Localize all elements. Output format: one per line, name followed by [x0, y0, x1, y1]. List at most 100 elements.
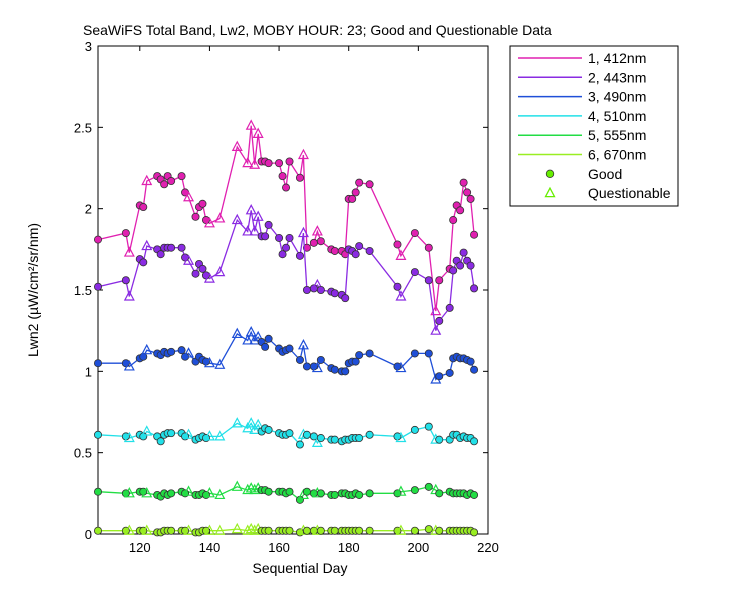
- series-3: [94, 326, 479, 384]
- good-marker: [424, 349, 433, 358]
- questionable-marker: [231, 417, 243, 428]
- good-marker: [355, 178, 364, 187]
- good-marker: [275, 233, 284, 242]
- good-marker: [177, 172, 186, 181]
- series-6: [94, 522, 479, 537]
- questionable-marker: [183, 190, 195, 202]
- good-marker: [435, 489, 444, 498]
- questionable-marker: [297, 226, 309, 238]
- good-marker: [295, 355, 304, 364]
- questionable-marker: [123, 524, 135, 535]
- questionable-marker: [395, 524, 407, 535]
- questionable-marker: [203, 487, 215, 498]
- good-marker: [435, 316, 444, 325]
- x-tick-label: 160: [268, 540, 290, 555]
- good-marker: [456, 261, 465, 270]
- good-marker: [264, 334, 273, 343]
- good-marker: [295, 251, 304, 260]
- good-marker: [355, 490, 364, 499]
- questionable-marker: [242, 334, 254, 345]
- good-marker: [470, 437, 479, 446]
- questionable-marker: [141, 239, 153, 251]
- questionable-marker: [249, 423, 261, 434]
- questionable-marker: [252, 418, 264, 430]
- good-marker: [410, 526, 419, 535]
- good-marker: [330, 526, 339, 535]
- good-marker: [264, 220, 273, 229]
- good-marker: [355, 351, 364, 360]
- legend-box: [509, 45, 679, 207]
- good-marker: [410, 486, 419, 495]
- questionable-marker: [249, 225, 261, 236]
- good-marker: [463, 188, 472, 197]
- good-marker: [355, 242, 364, 251]
- good-marker: [121, 276, 130, 285]
- questionable-marker: [395, 361, 407, 373]
- questionable-marker: [123, 246, 135, 257]
- good-marker: [295, 173, 304, 182]
- good-marker: [94, 282, 103, 291]
- legend-entry-label: 3, 490nm: [588, 89, 646, 105]
- good-marker: [470, 365, 479, 374]
- questionable-marker: [183, 428, 195, 439]
- good-marker: [156, 250, 165, 259]
- questionable-marker: [311, 361, 323, 373]
- good-marker: [348, 194, 357, 203]
- good-marker: [445, 368, 454, 377]
- good-marker: [191, 212, 200, 221]
- x-tick-label: 140: [199, 540, 221, 555]
- good-marker: [316, 355, 325, 364]
- good-marker: [355, 526, 364, 535]
- legend-entry-label: 2, 443nm: [588, 69, 646, 85]
- good-marker: [302, 243, 311, 252]
- legend-questionable-label: Questionable: [588, 185, 671, 201]
- questionable-marker: [242, 421, 254, 433]
- good-marker: [94, 430, 103, 439]
- good-marker: [445, 303, 454, 312]
- x-tick-label: 220: [477, 540, 499, 555]
- good-marker: [424, 525, 433, 534]
- good-marker: [393, 240, 402, 249]
- good-marker: [167, 177, 176, 186]
- good-marker: [365, 180, 374, 189]
- good-marker: [264, 487, 273, 496]
- questionable-marker: [183, 524, 195, 535]
- good-marker: [302, 285, 311, 294]
- series-4: [94, 417, 479, 449]
- questionable-marker: [203, 524, 215, 535]
- good-marker: [309, 238, 318, 247]
- good-marker: [285, 429, 294, 438]
- good-marker: [355, 434, 364, 443]
- good-marker: [470, 528, 479, 537]
- good-marker: [466, 357, 475, 366]
- good-marker: [410, 229, 419, 238]
- questionable-marker: [123, 487, 135, 498]
- good-marker: [282, 243, 291, 252]
- good-marker: [285, 233, 294, 242]
- good-marker: [167, 489, 176, 498]
- questionable-marker: [245, 119, 257, 130]
- good-marker: [167, 347, 176, 356]
- good-marker: [316, 489, 325, 498]
- legend-entry-label: 4, 510nm: [588, 108, 646, 124]
- legend-entry-label: 5, 555nm: [588, 127, 646, 143]
- questionable-marker: [245, 204, 257, 215]
- good-marker: [393, 282, 402, 291]
- questionable-marker: [214, 524, 226, 535]
- good-marker: [459, 178, 468, 187]
- questionable-marker: [123, 431, 135, 443]
- good-marker: [261, 232, 270, 241]
- good-marker: [295, 440, 304, 449]
- questionable-marker: [231, 140, 243, 151]
- y-tick-label: 2: [85, 202, 92, 217]
- good-marker: [330, 246, 339, 255]
- questionable-marker: [231, 213, 243, 225]
- questionable-marker: [203, 356, 215, 368]
- plot-area: 120 140 160 180 200 220 0 0.5 1 1.5 2 2.5 3: [74, 39, 499, 555]
- good-marker: [351, 250, 360, 259]
- questionable-marker: [214, 488, 226, 500]
- good-marker: [285, 526, 294, 535]
- questionable-marker: [183, 347, 195, 358]
- chart-title: SeaWiFS Total Band, Lw2, MOBY HOUR: 23; …: [83, 22, 552, 38]
